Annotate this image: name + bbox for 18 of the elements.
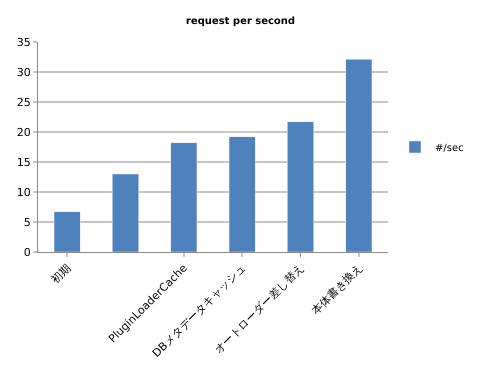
bar: [345, 59, 372, 252]
legend-label: #/sec: [435, 142, 464, 154]
bar: [287, 122, 314, 252]
y-tick-label: 0: [24, 246, 31, 259]
y-tick-label: 35: [16, 36, 31, 49]
y-tick-label: 15: [16, 156, 31, 169]
chart-title: request per second: [186, 16, 296, 27]
bar: [170, 142, 198, 252]
y-tick-label: 5: [24, 216, 31, 229]
y-tick-label: 25: [16, 96, 31, 109]
y-tick-label: 10: [16, 186, 31, 199]
bar: [112, 174, 139, 252]
y-tick-label: 30: [16, 66, 31, 79]
bar: [228, 136, 256, 252]
y-tick-label: 20: [16, 126, 31, 139]
x-tick-label: 本体書き換え: [308, 262, 365, 318]
bar: [54, 212, 81, 252]
x-tick-label: 初期: [48, 262, 74, 286]
